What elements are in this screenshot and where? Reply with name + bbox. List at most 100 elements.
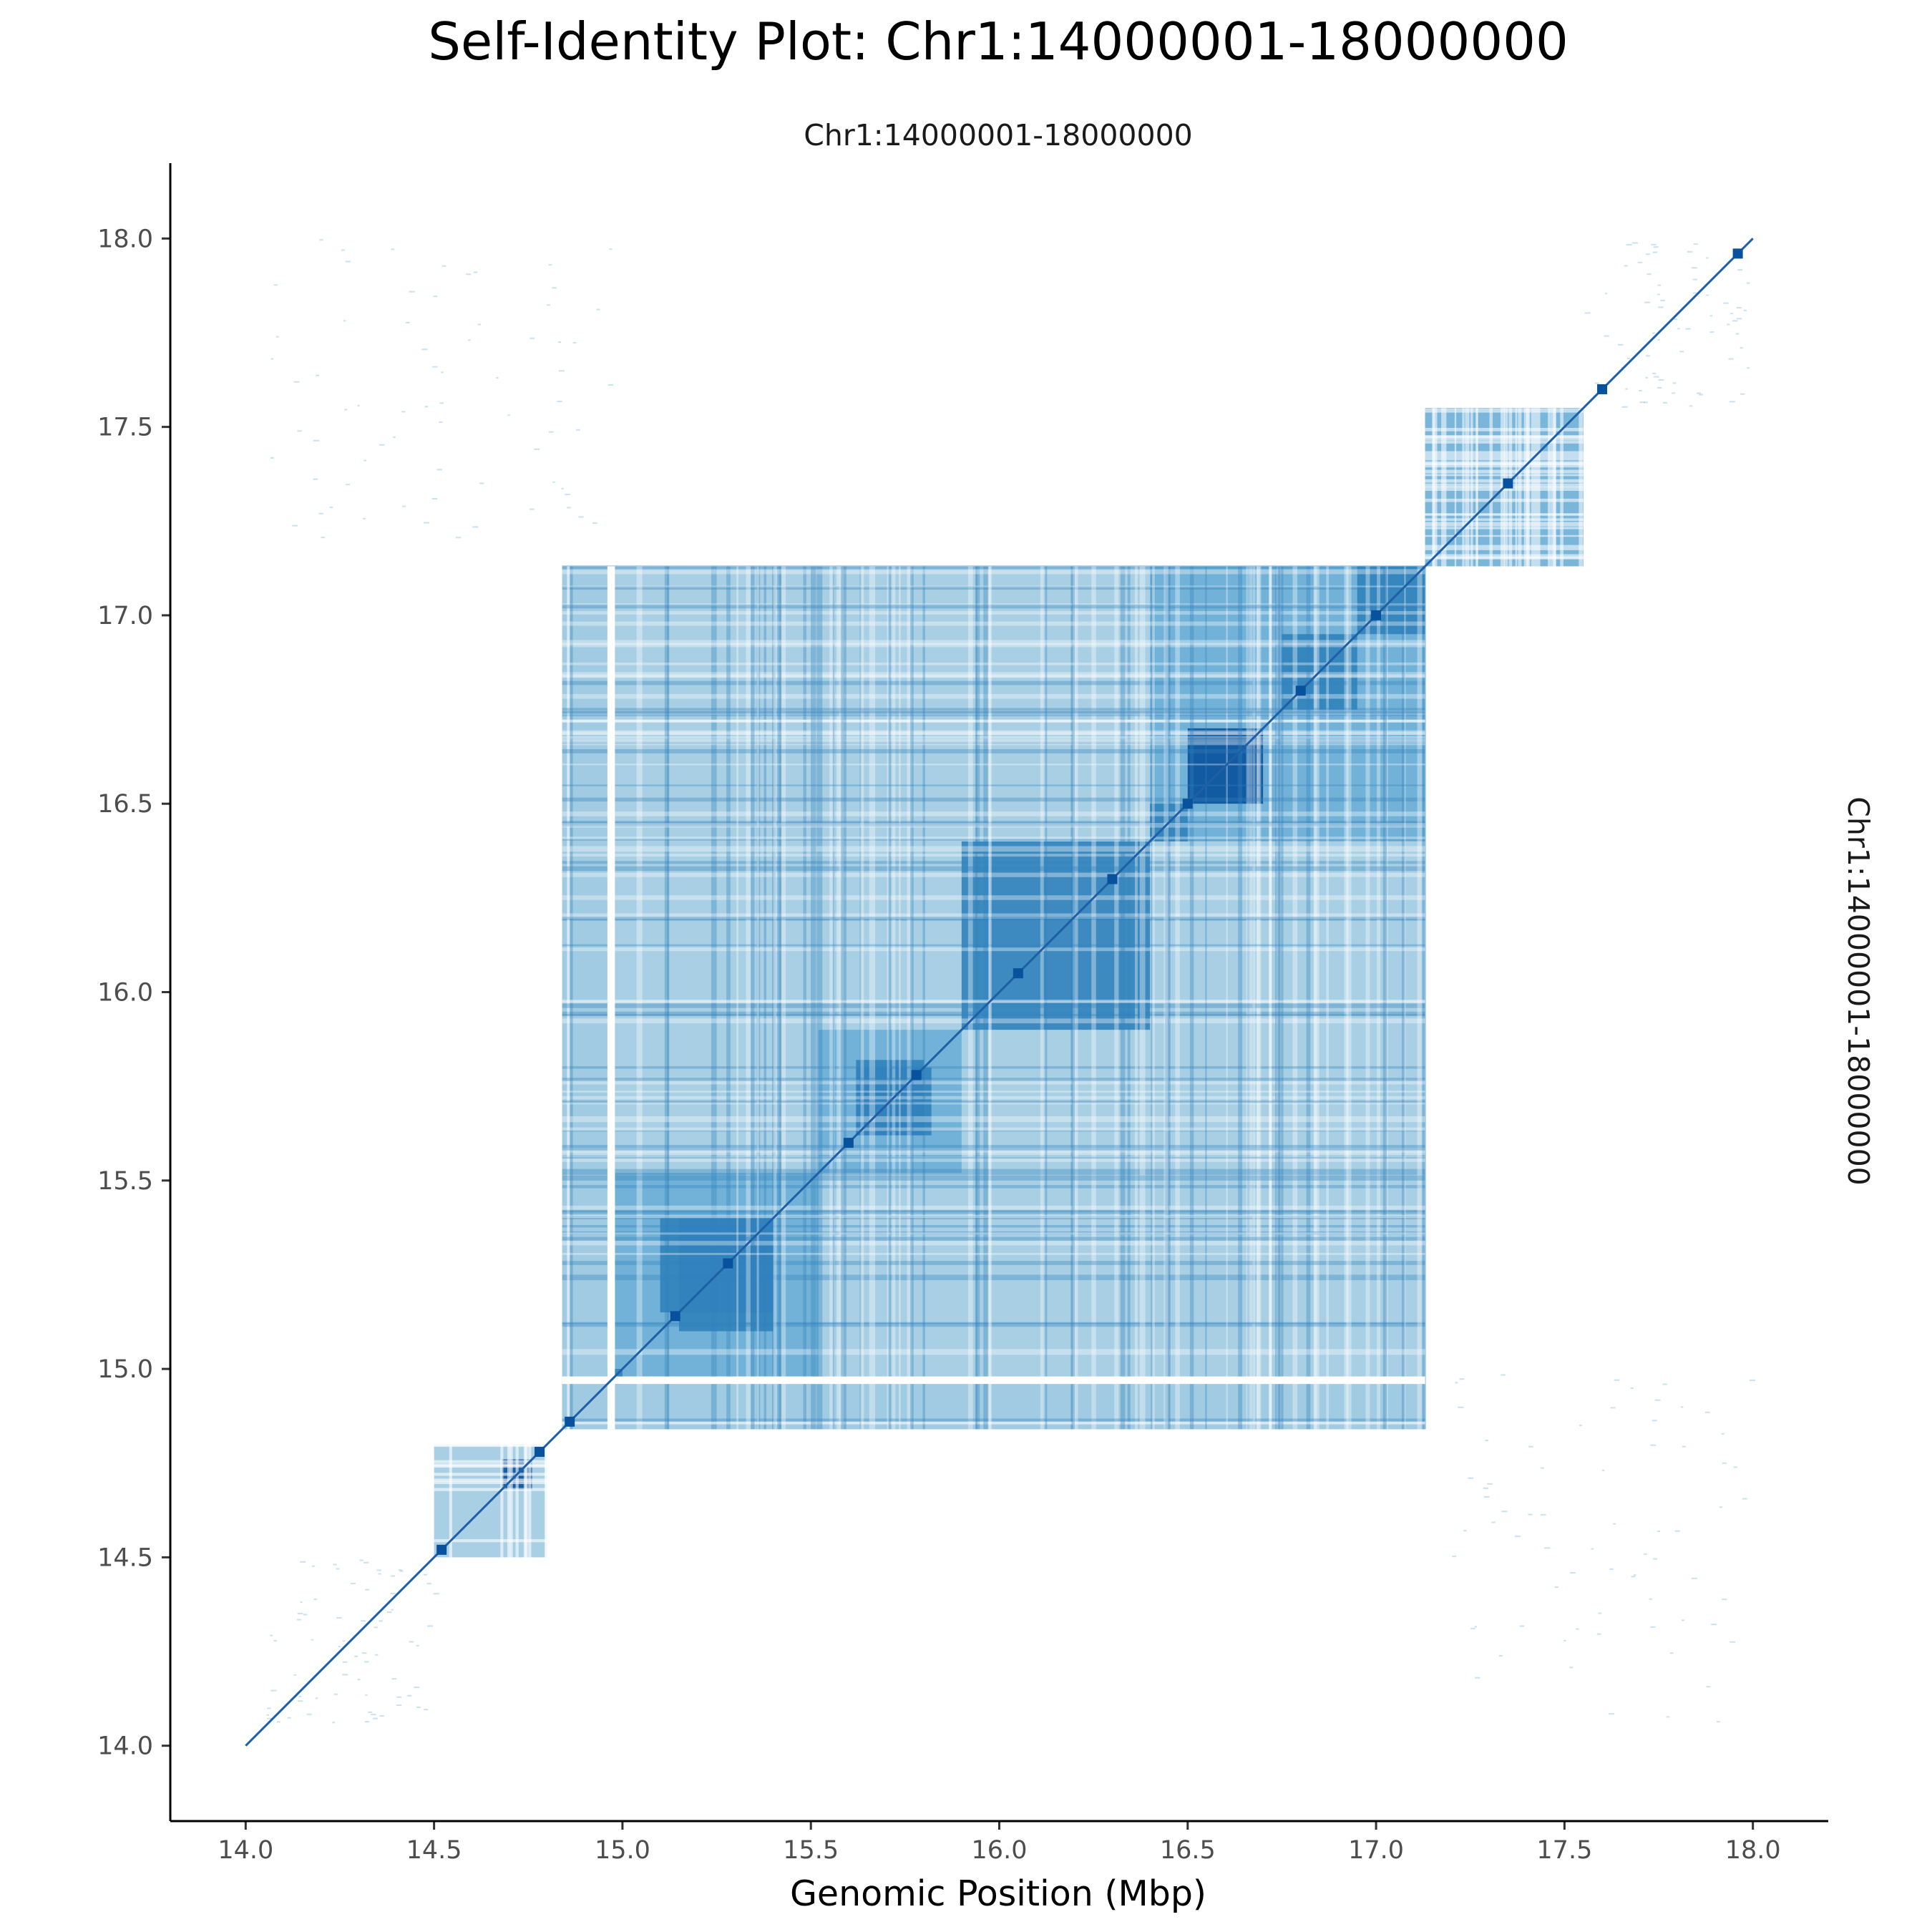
sparse-speckle bbox=[266, 1707, 271, 1709]
sparse-speckle bbox=[1626, 243, 1632, 246]
sparse-speckle bbox=[433, 296, 438, 298]
diagonal-node bbox=[1597, 384, 1608, 394]
texture-stripe bbox=[1346, 566, 1352, 1430]
sparse-speckle bbox=[1728, 358, 1734, 360]
texture-stripe bbox=[1470, 408, 1473, 567]
sparse-speckle bbox=[1747, 367, 1750, 369]
texture-stripe bbox=[562, 1127, 1425, 1131]
sparse-speckle bbox=[1491, 1521, 1496, 1523]
texture-stripe bbox=[811, 566, 816, 1430]
sparse-speckle bbox=[379, 444, 385, 446]
texture-stripe bbox=[1151, 566, 1155, 1430]
texture-stripe bbox=[1134, 566, 1138, 1430]
texture-stripe bbox=[562, 917, 1425, 920]
texture-stripe bbox=[562, 662, 1425, 665]
sparse-speckle bbox=[1685, 328, 1691, 330]
texture-stripe bbox=[449, 1444, 452, 1558]
texture-stripe bbox=[773, 566, 777, 1430]
texture-stripe bbox=[1476, 408, 1478, 567]
texture-stripe bbox=[562, 1421, 1425, 1425]
texture-stripe bbox=[562, 719, 1425, 723]
texture-stripe bbox=[434, 1488, 547, 1491]
sparse-speckle bbox=[311, 1639, 314, 1641]
sparse-speckle bbox=[1653, 376, 1659, 378]
sparse-speckle bbox=[368, 1711, 373, 1713]
texture-stripe bbox=[910, 566, 914, 1430]
texture-stripe bbox=[434, 1460, 547, 1463]
sparse-speckle bbox=[361, 1652, 367, 1654]
texture-stripe bbox=[562, 1101, 1425, 1103]
sparse-speckle bbox=[1658, 379, 1664, 381]
chart-title: Self-Identity Plot: Chr1:14000001-180000… bbox=[428, 11, 1568, 72]
sparse-speckle bbox=[1652, 372, 1657, 374]
sparse-speckle bbox=[1692, 292, 1697, 294]
sparse-speckle bbox=[1662, 1383, 1667, 1385]
texture-stripe bbox=[562, 1214, 1425, 1219]
sparse-speckle bbox=[1691, 1577, 1697, 1579]
texture-stripe bbox=[562, 1014, 1425, 1017]
texture-stripe bbox=[562, 1091, 1425, 1093]
sparse-speckle bbox=[298, 1695, 302, 1697]
texture-stripe bbox=[1425, 428, 1584, 431]
sparse-speckle bbox=[473, 271, 478, 273]
texture-stripe bbox=[562, 640, 1425, 645]
sparse-speckle bbox=[1692, 278, 1697, 280]
sparse-speckle bbox=[1657, 386, 1662, 389]
sparse-speckle bbox=[1662, 401, 1668, 404]
sparse-speckle bbox=[1666, 1716, 1669, 1718]
texture-stripe bbox=[528, 1444, 532, 1558]
sparse-speckle bbox=[1639, 401, 1646, 404]
sparse-speckle bbox=[1729, 401, 1735, 403]
sparse-speckle bbox=[1519, 1625, 1525, 1627]
facet-column-label: Chr1:14000001-18000000 bbox=[804, 118, 1193, 152]
texture-stripe bbox=[1292, 566, 1298, 1430]
texture-stripe bbox=[1344, 566, 1349, 1430]
sparse-speckle bbox=[441, 265, 447, 267]
sparse-speckle bbox=[361, 1620, 366, 1622]
sparse-speckle bbox=[354, 1655, 358, 1657]
sparse-speckle bbox=[1501, 1374, 1506, 1376]
sparse-speckle bbox=[427, 1625, 434, 1627]
sparse-speckle bbox=[333, 1693, 338, 1695]
sparse-speckle bbox=[1679, 351, 1684, 353]
diagonal-node bbox=[1107, 874, 1118, 884]
sparse-speckle bbox=[1716, 1721, 1720, 1723]
sparse-speckle bbox=[455, 537, 462, 539]
texture-stripe bbox=[434, 1539, 547, 1543]
sparse-speckle bbox=[346, 484, 351, 486]
sparse-speckle bbox=[1544, 1547, 1551, 1549]
sparse-speckle bbox=[296, 1619, 301, 1621]
sparse-speckle bbox=[391, 1575, 395, 1577]
texture-stripe bbox=[562, 1225, 1425, 1228]
texture-stripe bbox=[1385, 566, 1388, 1430]
texture-stripe bbox=[562, 1018, 1425, 1024]
sparse-speckle bbox=[409, 291, 415, 293]
x-tick-label: 14.5 bbox=[406, 1836, 462, 1865]
gap-stripe bbox=[562, 1376, 1425, 1385]
sparse-speckle bbox=[1631, 242, 1638, 244]
sparse-speckle bbox=[1598, 1612, 1601, 1614]
texture-stripe bbox=[515, 1444, 519, 1558]
sparse-speckle bbox=[1452, 1556, 1456, 1558]
sparse-speckle bbox=[313, 478, 318, 480]
texture-stripe bbox=[562, 1078, 1425, 1081]
sparse-speckle bbox=[1594, 382, 1600, 384]
texture-stripe bbox=[562, 1079, 1425, 1085]
texture-stripe bbox=[1401, 566, 1406, 1430]
sparse-speckle bbox=[436, 469, 442, 471]
sparse-speckle bbox=[565, 493, 570, 496]
sparse-speckle bbox=[576, 429, 580, 431]
sparse-speckle bbox=[433, 1593, 439, 1595]
sparse-speckle bbox=[276, 1721, 280, 1723]
texture-stripe bbox=[1441, 408, 1447, 567]
texture-stripe bbox=[434, 1443, 547, 1447]
sparse-speckle bbox=[1736, 307, 1742, 309]
texture-stripe bbox=[562, 693, 1425, 699]
texture-stripe bbox=[1433, 408, 1435, 567]
texture-stripe bbox=[975, 566, 977, 1430]
sparse-speckle bbox=[342, 1661, 348, 1663]
texture-stripe bbox=[1120, 566, 1126, 1430]
texture-stripe bbox=[1045, 566, 1048, 1430]
texture-stripe bbox=[1326, 566, 1330, 1430]
